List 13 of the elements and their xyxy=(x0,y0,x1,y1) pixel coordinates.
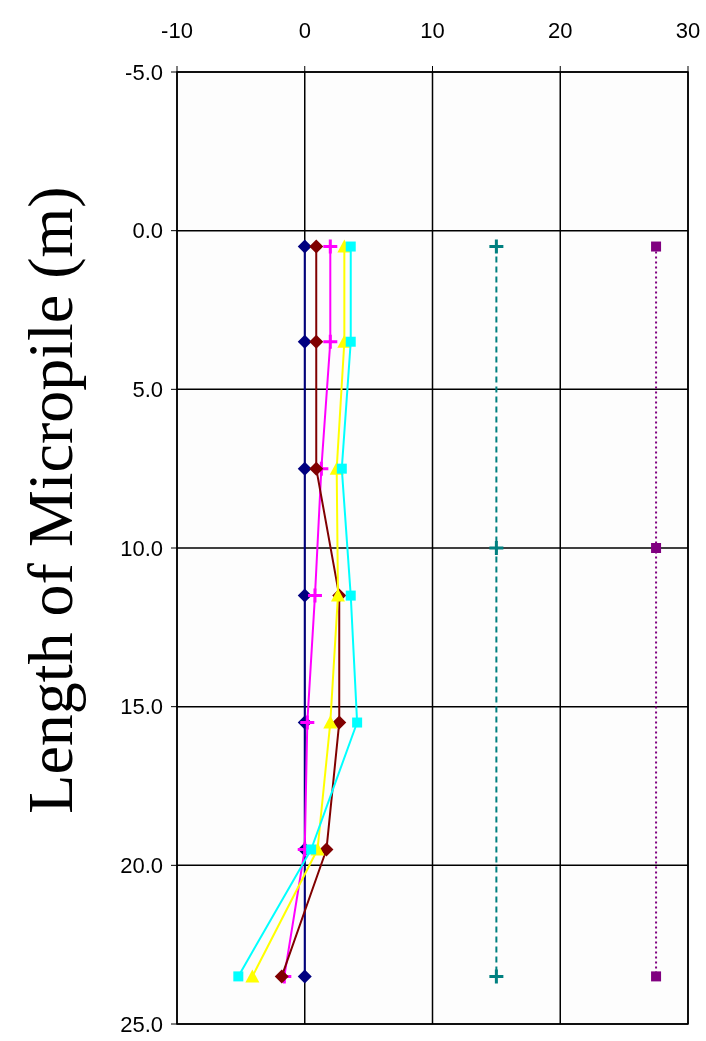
y-tick-label: 20.0 xyxy=(120,853,163,879)
x-tick-label: 10 xyxy=(420,18,445,43)
x-tick-label: 30 xyxy=(675,18,701,43)
y-tick-label: 5.0 xyxy=(132,377,163,403)
x-tick-label: -10 xyxy=(161,18,193,43)
y-axis-title: Length of Micropile (m) xyxy=(15,186,86,814)
y-tick-label: -5.0 xyxy=(125,59,163,85)
y-tick-label: 10.0 xyxy=(120,535,163,561)
y-tick-label: 15.0 xyxy=(120,694,163,720)
y-tick-label: 25.0 xyxy=(120,1011,163,1037)
x-tick-label: 20 xyxy=(548,18,573,43)
y-tick-label: 0.0 xyxy=(132,218,163,244)
x-tick-label: 0 xyxy=(298,18,311,43)
